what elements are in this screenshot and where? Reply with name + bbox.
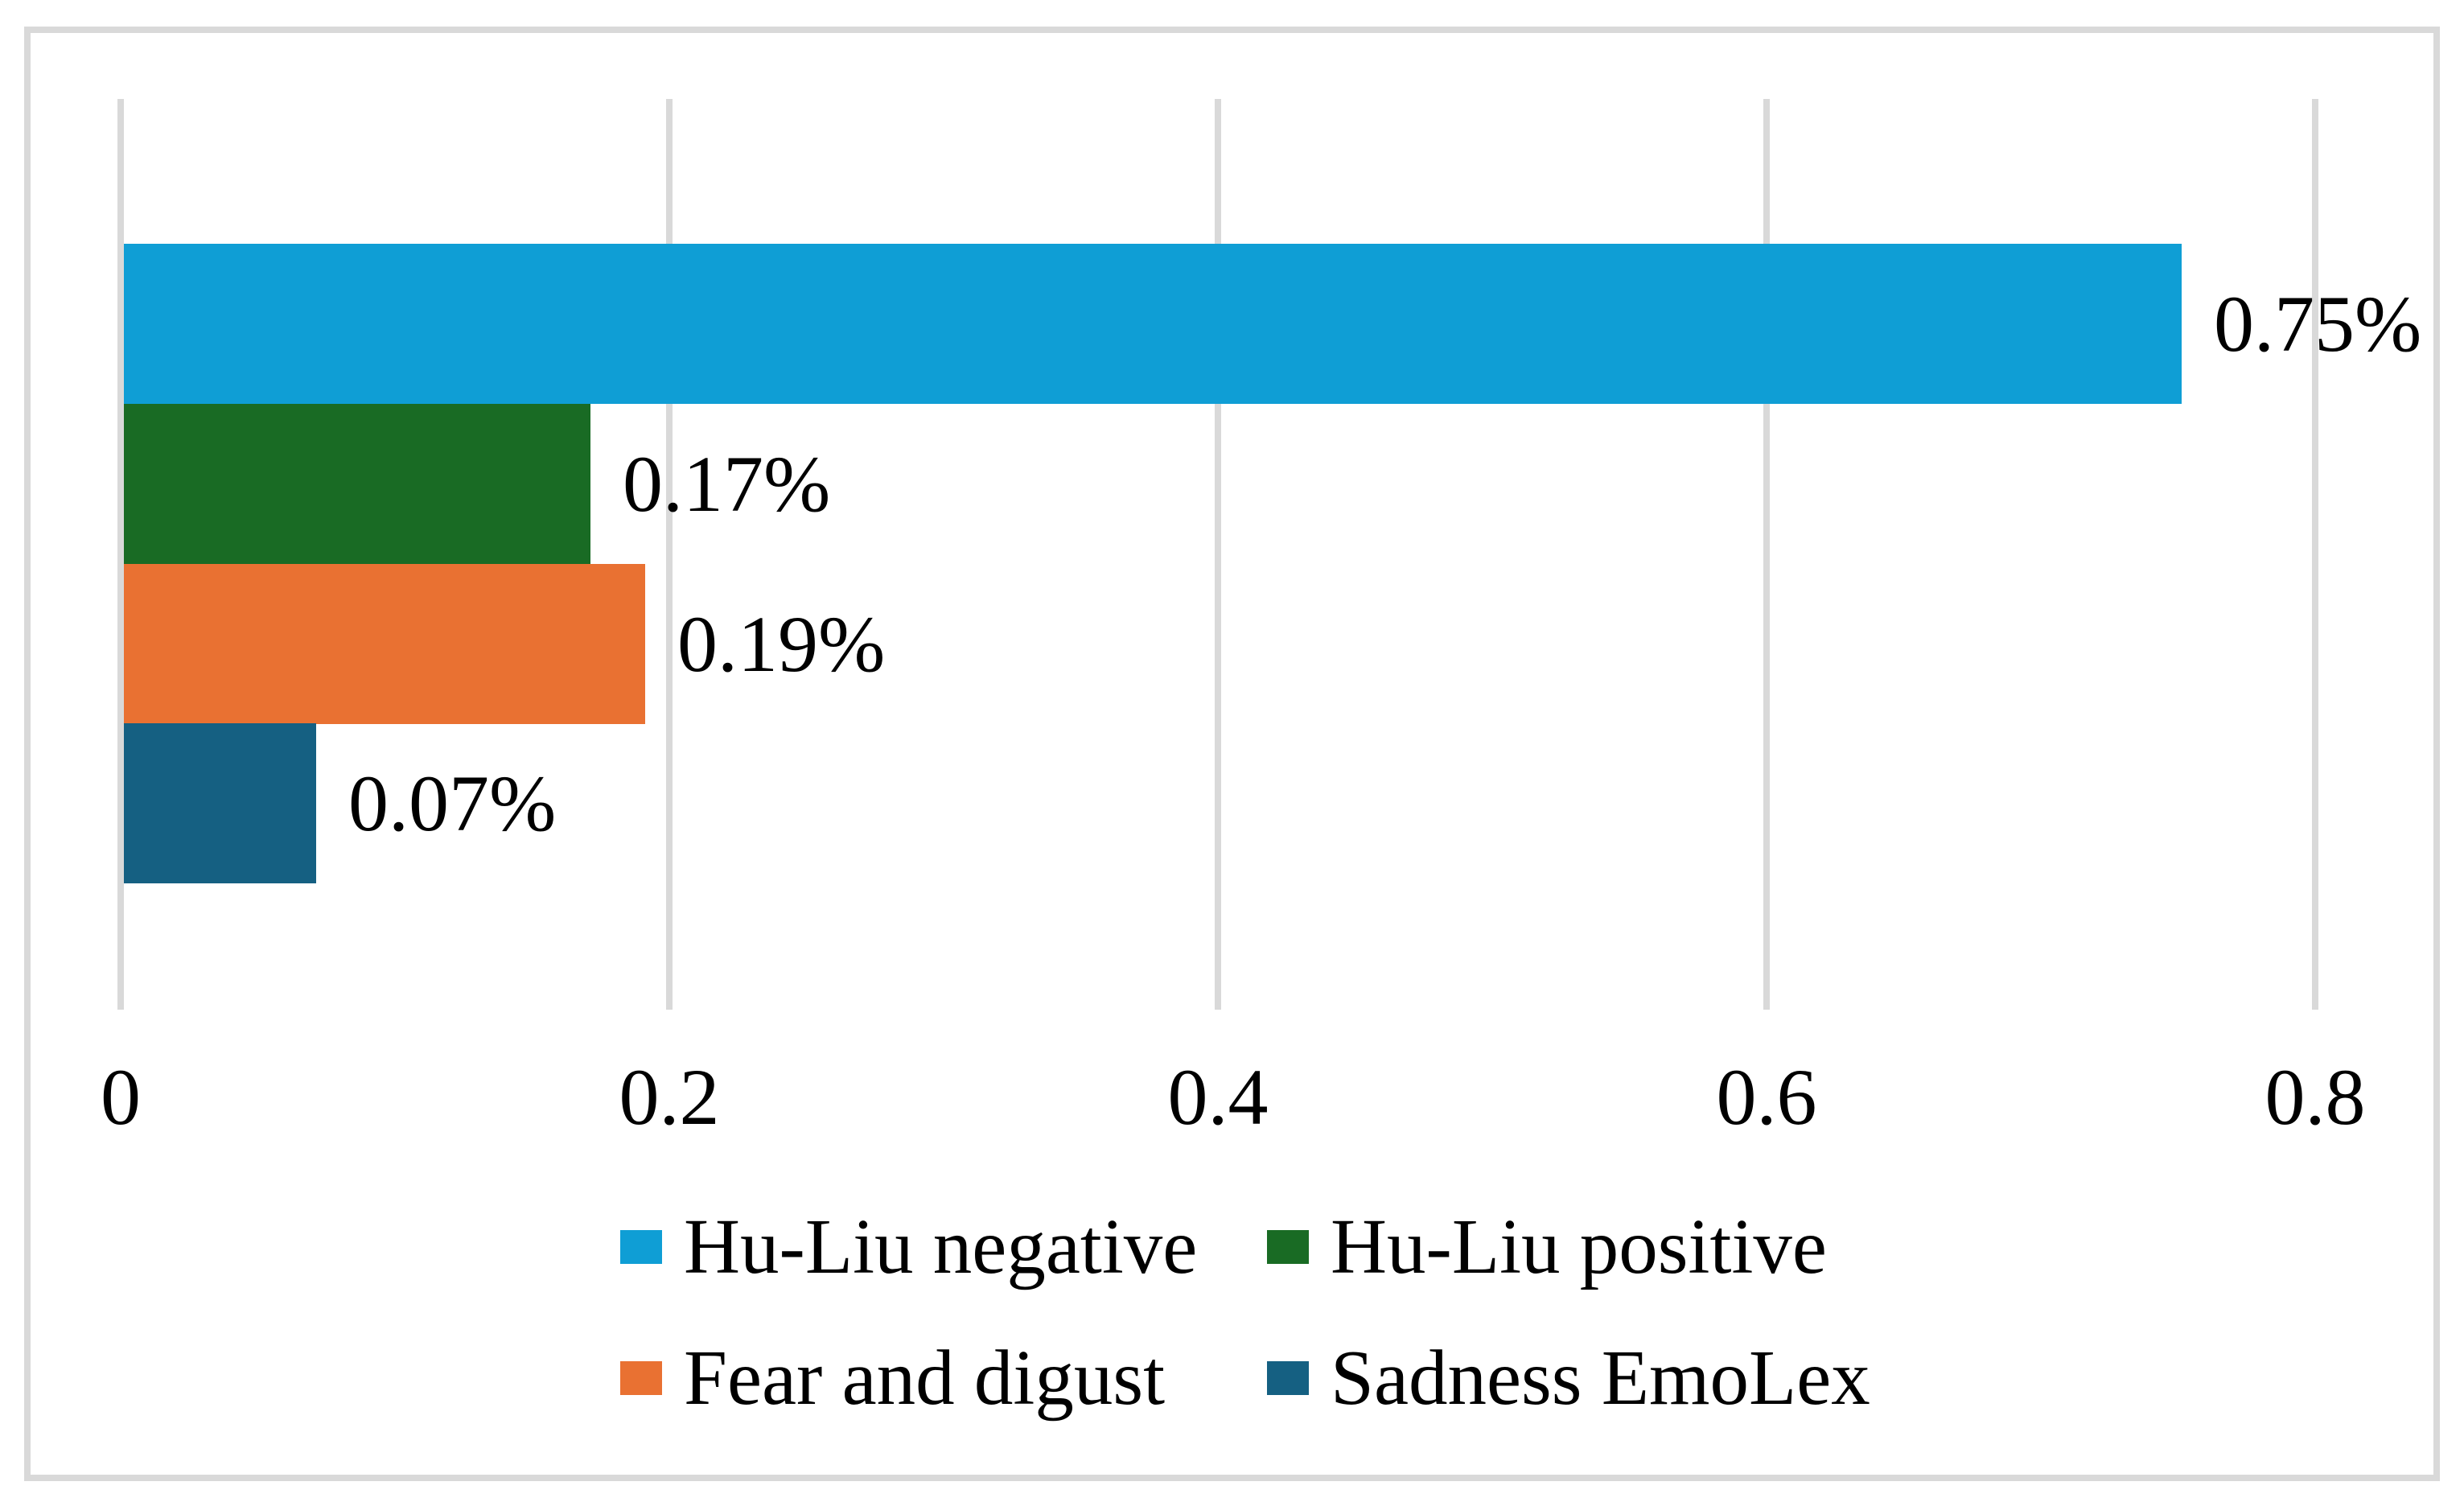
- bar-hu-liu-negative: [124, 244, 2182, 404]
- legend-swatch-hu-liu-positive: [1267, 1230, 1309, 1264]
- value-label-sadness-emolex: 0.07%: [348, 759, 557, 848]
- legend-entry-fear-and-digust: Fear and digust: [620, 1333, 1165, 1423]
- legend-label-sadness-emolex: Sadness EmoLex: [1331, 1334, 1870, 1421]
- gridline-0: [117, 99, 124, 1010]
- bar-fear-and-digust: [124, 564, 645, 724]
- gridline-0_6: [1763, 99, 1770, 1010]
- x-axis-tick-label-4: 0.8: [2264, 1052, 2366, 1142]
- x-axis-tick-label-3: 0.6: [1716, 1052, 1817, 1142]
- legend-label-fear-and-digust: Fear and digust: [684, 1334, 1166, 1421]
- bar-sadness-emolex: [124, 723, 316, 883]
- gridline-0_8: [2312, 99, 2318, 1010]
- legend-entry-hu-liu-positive: Hu-Liu positive: [1267, 1202, 1827, 1292]
- legend-swatch-fear-and-digust: [620, 1361, 662, 1395]
- value-label-hu-liu-negative: 0.75%: [2214, 279, 2422, 368]
- x-axis-tick-label-0: 0: [101, 1052, 141, 1142]
- legend-label-hu-liu-negative: Hu-Liu negative: [684, 1203, 1198, 1290]
- legend-label-hu-liu-positive: Hu-Liu positive: [1331, 1203, 1827, 1290]
- x-axis-tick-label-1: 0.2: [619, 1052, 720, 1142]
- bar-hu-liu-positive: [124, 404, 590, 564]
- legend-swatch-sadness-emolex: [1267, 1361, 1309, 1395]
- gridline-0_2: [666, 99, 673, 1010]
- x-axis-tick-label-2: 0.4: [1167, 1052, 1269, 1142]
- gridline-0_4: [1215, 99, 1221, 1010]
- legend-entry-sadness-emolex: Sadness EmoLex: [1267, 1333, 1870, 1423]
- value-label-hu-liu-positive: 0.17%: [623, 439, 831, 529]
- value-label-fear-and-digust: 0.19%: [677, 599, 886, 689]
- legend-swatch-hu-liu-negative: [620, 1230, 662, 1264]
- legend-entry-hu-liu-negative: Hu-Liu negative: [620, 1202, 1197, 1292]
